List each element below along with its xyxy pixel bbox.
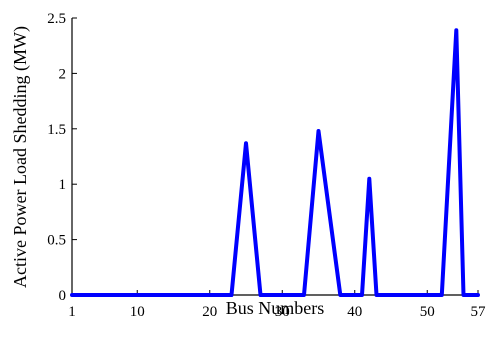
y-tick-label: 1 — [59, 177, 67, 193]
x-tick-label: 10 — [130, 304, 145, 320]
series-line — [72, 30, 478, 295]
y-axis-label: Active Power Load Shedding (MW) — [10, 26, 31, 288]
y-tick-label: 0 — [59, 288, 67, 304]
y-tick-label: 2 — [59, 66, 67, 82]
series-layer — [72, 30, 478, 295]
x-axis-label: Bus Numbers — [226, 298, 325, 318]
x-tick-label: 40 — [347, 304, 362, 320]
x-tick-label: 1 — [68, 304, 76, 320]
y-tick-label: 1.5 — [47, 122, 66, 138]
x-tick-label: 57 — [471, 304, 487, 320]
y-tick-label: 0.5 — [47, 233, 66, 249]
axes — [72, 18, 478, 295]
y-tick-label: 2.5 — [47, 11, 66, 27]
x-tick-label: 20 — [202, 304, 217, 320]
x-tick-label: 50 — [420, 304, 435, 320]
